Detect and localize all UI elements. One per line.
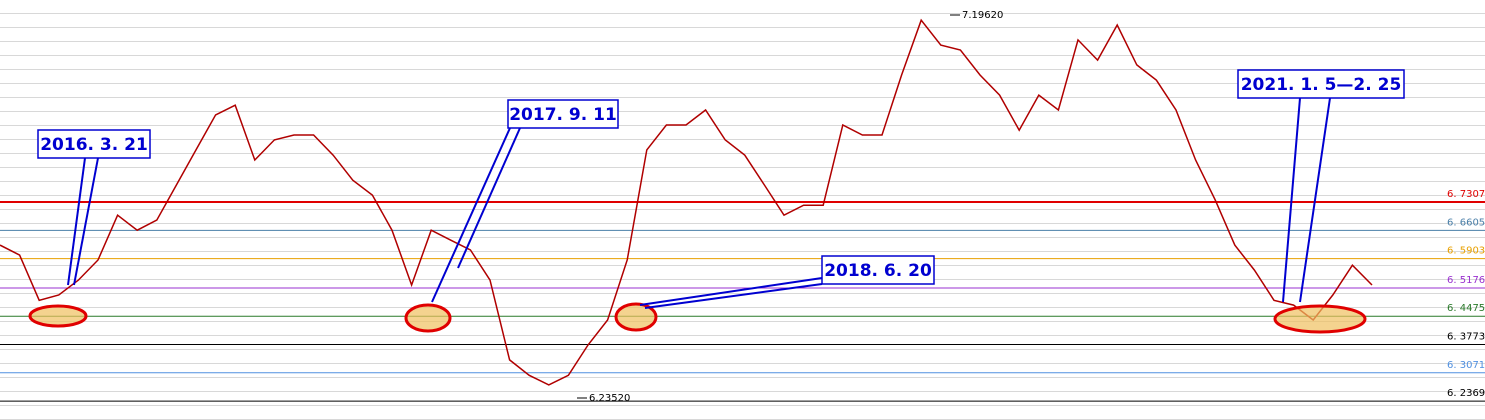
min-label: 6.23520 [589, 393, 630, 404]
y-tick-label: 6. 3773 [1447, 332, 1485, 343]
y-tick-label: 6. 3071 [1447, 360, 1485, 371]
y-tick-label: 6. 5176 [1447, 275, 1485, 286]
arrow [67, 157, 86, 286]
arrow [457, 127, 521, 269]
ellipse [404, 303, 452, 333]
annotation: 2017. 9. 11 [509, 105, 617, 125]
highlight-ellipses [28, 302, 1367, 334]
arrow [1299, 97, 1331, 303]
callout-box [821, 255, 935, 285]
y-tick-label: 6. 5903 [1447, 246, 1485, 257]
ellipse [28, 304, 88, 328]
arrow [1282, 97, 1301, 303]
arrow [639, 277, 823, 306]
arrow [431, 127, 511, 303]
annotation: 2021. 1. 5—2. 25 [1241, 75, 1402, 95]
callout-box [37, 129, 151, 159]
ellipse [1273, 304, 1367, 334]
annotation: 2018. 6. 20 [824, 261, 932, 281]
y-tick-label: 6. 6605 [1447, 217, 1485, 228]
callout-box [507, 99, 619, 129]
callout-box [1237, 69, 1405, 99]
callouts: 2016. 3. 21 2017. 9. 11 2018. 6. 20 2021… [37, 69, 1405, 309]
y-tick-label: 6. 4475 [1447, 303, 1485, 314]
max-label: 7.19620 [962, 10, 1003, 21]
y-tick-label: 6. 2369 [1447, 388, 1485, 399]
arrow [73, 157, 99, 286]
ellipse [614, 302, 658, 332]
arrow [644, 283, 823, 309]
y-tick-label: 6. 7307 [1447, 189, 1485, 200]
price-line [0, 18, 1373, 386]
annotation: 2016. 3. 21 [40, 135, 148, 155]
